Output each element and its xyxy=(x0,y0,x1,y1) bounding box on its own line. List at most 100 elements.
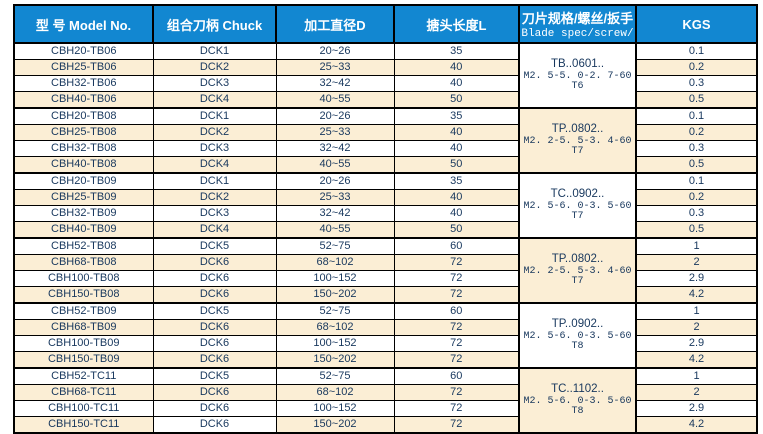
blade-code: TC..0902.. xyxy=(550,188,605,201)
diameter-cell: 150~202 xyxy=(275,351,395,369)
length-cell: 40 xyxy=(393,124,520,141)
table-row: CBH32-TB09 DCK3 32~42 40 0.3 xyxy=(13,205,758,222)
kgs-cell: 2 xyxy=(635,319,758,336)
blade-code: TP..0902.. xyxy=(551,318,604,331)
length-cell: 72 xyxy=(393,351,520,369)
diameter-cell: 52~75 xyxy=(275,302,395,320)
model-cell: CBH68-TC11 xyxy=(13,384,154,401)
header-model: 型 号 Model No. xyxy=(13,4,154,44)
chuck-cell: DCK5 xyxy=(152,302,277,320)
table-row: CBH100-TB08 DCK6 100~152 72 2.9 xyxy=(13,270,758,287)
length-cell: 60 xyxy=(393,367,520,385)
table-body: CBH20-TB06 DCK1 20~26 35 TB..0601.. M2. 5-5. … xyxy=(13,42,758,434)
chuck-cell: DCK1 xyxy=(152,172,277,190)
chuck-cell: DCK1 xyxy=(152,42,277,60)
kgs-cell: 0.1 xyxy=(635,172,758,190)
blade-spec-cell: TP..0802.. M2. 2-5. 5-3. 4-60 T7 xyxy=(518,107,637,174)
table-row: CBH25-TB06 DCK2 25~33 40 0.2 xyxy=(13,59,758,76)
blade-spec-cell: TB..0601.. M2. 5-5. 0-2. 7-60 T6 xyxy=(518,42,637,109)
diameter-cell: 52~75 xyxy=(275,237,395,255)
kgs-cell: 4.2 xyxy=(635,351,758,369)
chuck-cell: DCK3 xyxy=(152,205,277,222)
model-cell: CBH40-TB08 xyxy=(13,156,154,174)
chuck-cell: DCK2 xyxy=(152,124,277,141)
chuck-cell: DCK3 xyxy=(152,75,277,92)
chuck-cell: DCK2 xyxy=(152,59,277,76)
blade-wrench: T8 xyxy=(571,406,584,418)
blade-screw: M2. 5-6. 0-3. 5-60 xyxy=(523,395,632,407)
blade-wrench: T7 xyxy=(571,146,584,158)
kgs-cell: 0.2 xyxy=(635,124,758,141)
table-row: CBH52-TB08 DCK5 52~75 60 TP..0802.. M2. 2-5. … xyxy=(13,237,758,304)
length-cell: 72 xyxy=(393,400,520,417)
diameter-cell: 150~202 xyxy=(275,286,395,304)
diameter-cell: 150~202 xyxy=(275,416,395,434)
table-row: CBH150-TB08 DCK6 150~202 72 4.2 xyxy=(13,286,758,304)
header-chuck: 组合刀柄 Chuck xyxy=(152,4,277,44)
model-cell: CBH25-TB09 xyxy=(13,189,154,206)
diameter-cell: 100~152 xyxy=(275,400,395,417)
diameter-cell: 40~55 xyxy=(275,156,395,174)
chuck-cell: DCK6 xyxy=(152,270,277,287)
chuck-cell: DCK6 xyxy=(152,254,277,271)
length-cell: 60 xyxy=(393,237,520,255)
kgs-cell: 0.1 xyxy=(635,42,758,60)
kgs-cell: 2 xyxy=(635,384,758,401)
kgs-cell: 0.5 xyxy=(635,221,758,239)
chuck-cell: DCK6 xyxy=(152,286,277,304)
table-row: CBH25-TB09 DCK2 25~33 40 0.2 xyxy=(13,189,758,206)
kgs-cell: 0.5 xyxy=(635,91,758,109)
kgs-cell: 0.5 xyxy=(635,156,758,174)
kgs-cell: 2.9 xyxy=(635,270,758,287)
length-cell: 50 xyxy=(393,156,520,174)
diameter-cell: 32~42 xyxy=(275,140,395,157)
table-row: CBH40-TB08 DCK4 40~55 50 0.5 xyxy=(13,156,758,174)
table-row: CBH52-TC11 DCK5 52~75 60 TC..1102.. M2. 5-6. … xyxy=(13,367,758,434)
model-cell: CBH20-TB08 xyxy=(13,107,154,125)
chuck-cell: DCK2 xyxy=(152,189,277,206)
kgs-cell: 0.2 xyxy=(635,189,758,206)
blade-screw: M2. 2-5. 5-3. 4-60 xyxy=(523,135,632,147)
blade-code: TP..0802.. xyxy=(551,253,604,266)
kgs-cell: 0.2 xyxy=(635,59,758,76)
blade-spec-cell: TC..1102.. M2. 5-6. 0-3. 5-60 T8 xyxy=(518,367,637,434)
kgs-cell: 0.3 xyxy=(635,75,758,92)
diameter-cell: 40~55 xyxy=(275,221,395,239)
model-cell: CBH20-TB06 xyxy=(13,42,154,60)
table-row: CBH100-TC11 DCK6 100~152 72 2.9 xyxy=(13,400,758,417)
diameter-cell: 68~102 xyxy=(275,254,395,271)
spec-table-container: 型 号 Model No. 组合刀柄 Chuck 加工直径D 搪头长度L 刀片规… xyxy=(13,4,758,434)
header-row: 型 号 Model No. 组合刀柄 Chuck 加工直径D 搪头长度L 刀片规… xyxy=(13,4,758,44)
chuck-cell: DCK6 xyxy=(152,335,277,352)
header-length: 搪头长度L xyxy=(393,4,520,44)
model-cell: CBH68-TB09 xyxy=(13,319,154,336)
table-row: CBH32-TB06 DCK3 32~42 40 0.3 xyxy=(13,75,758,92)
length-cell: 35 xyxy=(393,42,520,60)
header-kgs: KGS xyxy=(635,4,758,44)
header-diameter: 加工直径D xyxy=(275,4,395,44)
chuck-cell: DCK6 xyxy=(152,319,277,336)
diameter-cell: 68~102 xyxy=(275,319,395,336)
length-cell: 40 xyxy=(393,59,520,76)
model-cell: CBH20-TB09 xyxy=(13,172,154,190)
chuck-cell: DCK3 xyxy=(152,140,277,157)
length-cell: 72 xyxy=(393,416,520,434)
length-cell: 35 xyxy=(393,107,520,125)
length-cell: 72 xyxy=(393,384,520,401)
table-row: CBH20-TB06 DCK1 20~26 35 TB..0601.. M2. 5-5. … xyxy=(13,42,758,109)
blade-spec-cell: TP..0902.. M2. 5-6. 0-3. 5-60 T8 xyxy=(518,302,637,369)
length-cell: 40 xyxy=(393,75,520,92)
chuck-cell: DCK5 xyxy=(152,367,277,385)
chuck-cell: DCK1 xyxy=(152,107,277,125)
length-cell: 60 xyxy=(393,302,520,320)
blade-wrench: T7 xyxy=(571,276,584,288)
diameter-cell: 100~152 xyxy=(275,270,395,287)
model-cell: CBH40-TB06 xyxy=(13,91,154,109)
diameter-cell: 100~152 xyxy=(275,335,395,352)
diameter-cell: 25~33 xyxy=(275,189,395,206)
model-cell: CBH68-TB08 xyxy=(13,254,154,271)
blade-screw: M2. 5-5. 0-2. 7-60 xyxy=(523,70,632,82)
length-cell: 72 xyxy=(393,319,520,336)
chuck-cell: DCK6 xyxy=(152,416,277,434)
model-cell: CBH100-TB08 xyxy=(13,270,154,287)
